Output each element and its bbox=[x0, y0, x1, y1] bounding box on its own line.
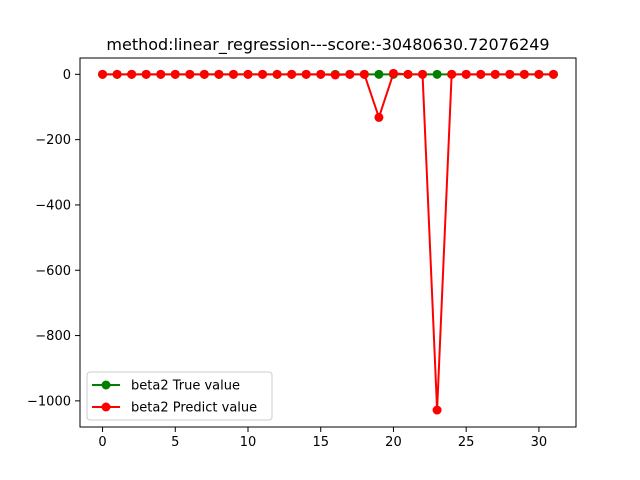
series-1 bbox=[98, 68, 558, 415]
data-point bbox=[330, 70, 340, 80]
x-tick-label: 25 bbox=[458, 435, 475, 450]
y-tick-label: −600 bbox=[35, 264, 71, 279]
legend-item: beta2 Predict value bbox=[92, 401, 257, 416]
data-point bbox=[374, 69, 384, 79]
x-tick-label: 10 bbox=[240, 435, 257, 450]
y-tick-label: −400 bbox=[35, 198, 71, 213]
data-point bbox=[345, 69, 355, 79]
data-point bbox=[476, 69, 486, 79]
data-point bbox=[548, 69, 558, 79]
legend-label: beta2 Predict value bbox=[131, 401, 257, 416]
data-point bbox=[432, 69, 442, 79]
legend-label: beta2 True value bbox=[131, 379, 240, 394]
data-point bbox=[403, 69, 413, 79]
data-point bbox=[301, 69, 311, 79]
legend-marker bbox=[101, 380, 111, 390]
data-point bbox=[447, 69, 457, 79]
data-point bbox=[185, 69, 195, 79]
plot-frame bbox=[79, 57, 577, 428]
legend-marker bbox=[101, 402, 111, 412]
x-tick-label: 15 bbox=[312, 435, 329, 450]
data-point bbox=[98, 69, 108, 79]
x-tick-label: 5 bbox=[171, 435, 179, 450]
data-point bbox=[156, 69, 166, 79]
data-point bbox=[170, 69, 180, 79]
ticks-layer: 0 5 10 15 20 25 30 0 −200 −400 −600 −800 −1000 bbox=[27, 68, 547, 450]
y-tick-label: 0 bbox=[63, 68, 71, 83]
data-point bbox=[505, 69, 515, 79]
data-point bbox=[490, 69, 500, 79]
data-point bbox=[228, 69, 238, 79]
data-point bbox=[287, 69, 297, 79]
legend: beta2 True value beta2 Predict value bbox=[86, 371, 273, 421]
data-point bbox=[461, 69, 471, 79]
data-point bbox=[359, 69, 369, 79]
data-point bbox=[432, 405, 442, 415]
legend-box bbox=[86, 371, 273, 421]
data-point bbox=[272, 69, 282, 79]
series-layer bbox=[98, 68, 558, 415]
data-point bbox=[243, 69, 253, 79]
data-point bbox=[418, 69, 428, 79]
data-point bbox=[374, 112, 384, 122]
x-tick-label: 20 bbox=[385, 435, 402, 450]
y-tick-label: −200 bbox=[35, 133, 71, 148]
data-point bbox=[127, 69, 137, 79]
legend-item: beta2 True value bbox=[92, 379, 240, 394]
data-point bbox=[316, 69, 326, 79]
data-point bbox=[214, 69, 224, 79]
chart-title: method:linear_regression---score:-304806… bbox=[106, 35, 549, 55]
data-point bbox=[199, 69, 209, 79]
x-tick-label: 30 bbox=[531, 435, 548, 450]
data-point bbox=[388, 68, 398, 78]
data-point bbox=[112, 69, 122, 79]
x-tick-label: 0 bbox=[98, 435, 106, 450]
data-point bbox=[141, 69, 151, 79]
data-point bbox=[534, 69, 544, 79]
data-point bbox=[258, 69, 268, 79]
data-point bbox=[519, 69, 529, 79]
y-tick-label: −1000 bbox=[27, 394, 71, 409]
y-tick-label: −800 bbox=[35, 329, 71, 344]
